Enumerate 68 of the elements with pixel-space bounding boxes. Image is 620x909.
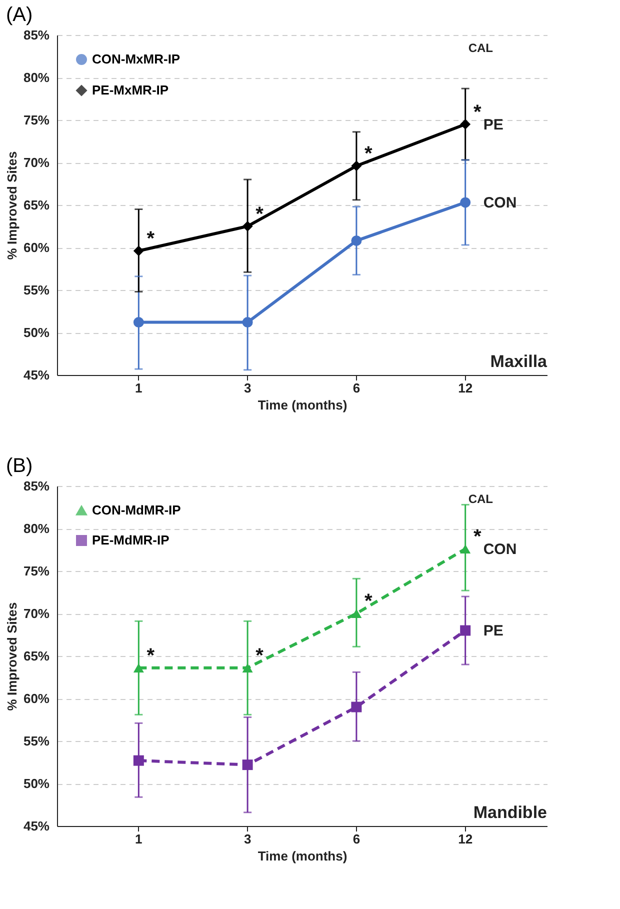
y-tick-label: 60% — [23, 691, 50, 706]
point — [133, 663, 144, 672]
y-tick-label: 85% — [23, 28, 50, 42]
annotation: CAL — [468, 41, 493, 55]
y-axis-title: % Improved Sites — [4, 151, 20, 260]
y-tick-label: 75% — [23, 112, 50, 128]
x-axis-title: Time (months) — [258, 848, 348, 864]
annotation: * — [473, 526, 482, 548]
x-tick-label: 3 — [244, 832, 252, 846]
x-tick-label: 12 — [458, 832, 473, 846]
annotation: * — [146, 228, 155, 250]
y-tick-label: 70% — [23, 155, 50, 170]
annotation: PE — [483, 116, 504, 134]
point — [242, 760, 253, 770]
y-tick-label: 60% — [23, 240, 50, 255]
chart-title: (B) — [6, 455, 33, 477]
y-tick-label: 70% — [23, 606, 50, 621]
y-tick-label: 55% — [23, 734, 50, 748]
point — [351, 702, 362, 712]
y-tick-label: 50% — [23, 776, 50, 791]
point — [133, 246, 144, 256]
chart-title: (A) — [6, 4, 33, 26]
annotation: CAL — [468, 492, 493, 506]
annotation: * — [473, 101, 482, 124]
annotation: CON — [483, 194, 517, 212]
annotation: * — [146, 644, 155, 667]
legend-label: CON-MdMR-IP — [92, 502, 182, 518]
x-tick-label: 6 — [352, 380, 360, 396]
x-tick-label: 3 — [244, 380, 252, 396]
annotation: * — [364, 142, 373, 165]
annotation: Mandible — [473, 803, 547, 822]
point — [351, 235, 362, 246]
annotation: * — [256, 644, 264, 667]
y-tick-label: 45% — [23, 818, 50, 834]
point — [351, 608, 362, 618]
y-tick-label: 45% — [23, 368, 50, 382]
y-tick-label: 80% — [23, 521, 50, 536]
point — [460, 544, 471, 554]
point — [242, 221, 253, 232]
y-tick-label: 80% — [23, 70, 50, 85]
y-tick-label: 55% — [23, 282, 50, 298]
point — [460, 197, 471, 208]
legend-label: PE-MdMR-IP — [92, 532, 170, 548]
x-tick-label: 6 — [352, 832, 360, 846]
point — [133, 317, 144, 328]
point — [460, 625, 471, 636]
legend-label: PE-MxMR-IP — [92, 82, 169, 98]
y-tick-label: 50% — [23, 325, 50, 340]
point — [242, 317, 253, 328]
legend-label: CON-MxMR-IP — [92, 52, 180, 66]
annotation: Maxilla — [490, 352, 548, 371]
x-tick-label: 1 — [135, 832, 142, 846]
annotation: PE — [483, 622, 504, 640]
point — [351, 160, 362, 172]
y-tick-label: 75% — [23, 564, 50, 578]
y-tick-label: 65% — [23, 648, 50, 664]
point — [460, 119, 471, 130]
annotation: * — [364, 590, 373, 612]
annotation: * — [256, 203, 264, 226]
y-tick-label: 85% — [23, 478, 50, 494]
x-tick-label: 1 — [135, 380, 142, 396]
annotation: CON — [483, 540, 517, 558]
y-tick-label: 65% — [23, 198, 50, 212]
x-tick-label: 12 — [458, 380, 473, 396]
point — [133, 755, 144, 766]
point — [242, 663, 253, 672]
y-axis-title: % Improved Sites — [4, 602, 20, 711]
x-axis-title: Time (months) — [258, 398, 348, 412]
